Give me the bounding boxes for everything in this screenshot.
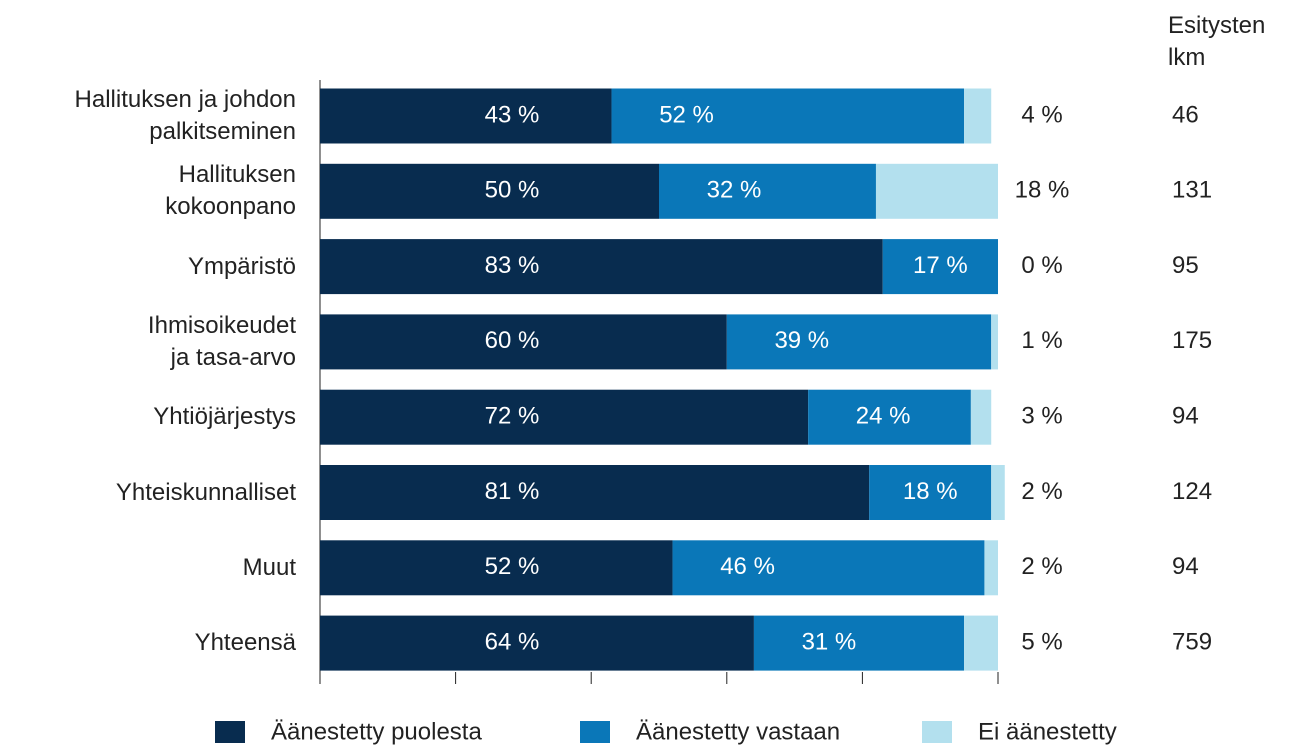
bar-segment [964,615,998,671]
count-label: 94 [1172,403,1199,430]
bar-segment [991,314,998,370]
value-label: 4 % [1021,101,1062,128]
value-label: 83 % [485,252,540,279]
category-label: Hallituksen kokoonpano [165,161,296,221]
count-label: 759 [1172,628,1212,655]
value-label: 2 % [1021,478,1062,505]
count-header: Esitysten lkm [1168,12,1266,71]
bar-segment [611,88,965,144]
value-label: 32 % [707,177,762,204]
value-label: 64 % [485,628,540,655]
count-label: 124 [1172,478,1212,505]
bar-segment [320,314,727,370]
value-label: 24 % [856,403,911,430]
bar-segment [320,389,809,445]
count-label: 94 [1172,553,1199,580]
category-label: Hallituksen ja johdon palkitseminen [74,86,296,145]
category-label: Ympäristö [187,252,296,280]
bar-segment [970,389,992,445]
value-label: 17 % [913,252,968,279]
legend-swatch [922,721,952,743]
bar-segment [991,465,1005,520]
category-label: Yhteiskunnalliset [115,478,296,506]
count-label: 46 [1172,101,1199,128]
value-label: 46 % [720,553,775,580]
legend-label: Äänestetty vastaan [636,718,840,745]
value-label: 52 % [485,553,540,580]
bar-segment [320,163,659,219]
value-label: 50 % [485,177,540,204]
value-label: 1 % [1021,327,1062,354]
category-label: Yhteensä [194,629,296,657]
bar-segment [882,239,998,295]
category-label: Yhtiöjärjestys [153,403,296,431]
bar-segment [726,314,992,370]
value-label: 72 % [485,403,540,430]
category-label: Ihmisoikeudet ja tasa-arvo [147,311,296,371]
bar-segment [875,163,998,219]
bar-segment [320,239,883,295]
value-label: 0 % [1021,252,1062,279]
bar-segment [320,540,673,596]
bar-segment [984,540,998,596]
value-label: 52 % [659,101,714,128]
bar-segment [808,389,971,445]
value-label: 2 % [1021,553,1062,580]
bar-segment [320,88,612,144]
count-label: 175 [1172,327,1212,354]
value-label: 60 % [485,327,540,354]
value-label: 81 % [485,478,540,505]
value-label: 39 % [774,327,829,354]
category-label: Muut [242,553,296,581]
legend-swatch [580,721,610,743]
bar-segment [964,88,992,144]
value-label: 43 % [485,101,540,128]
bar-segment [869,465,992,520]
bar-segment [320,465,870,520]
value-label: 31 % [802,628,857,655]
count-label: 95 [1172,252,1199,279]
bar-segment [753,615,965,671]
value-label: 5 % [1021,628,1062,655]
legend-label: Ei äänestetty [978,718,1117,745]
bar-segment [659,163,876,219]
legend-swatch [215,721,245,743]
legend-label: Äänestetty puolesta [271,718,482,745]
value-label: 18 % [1015,177,1070,204]
count-label: 131 [1172,177,1212,204]
value-label: 3 % [1021,403,1062,430]
bar-segment [320,615,754,671]
value-label: 18 % [903,478,958,505]
bar-segment [672,540,985,596]
